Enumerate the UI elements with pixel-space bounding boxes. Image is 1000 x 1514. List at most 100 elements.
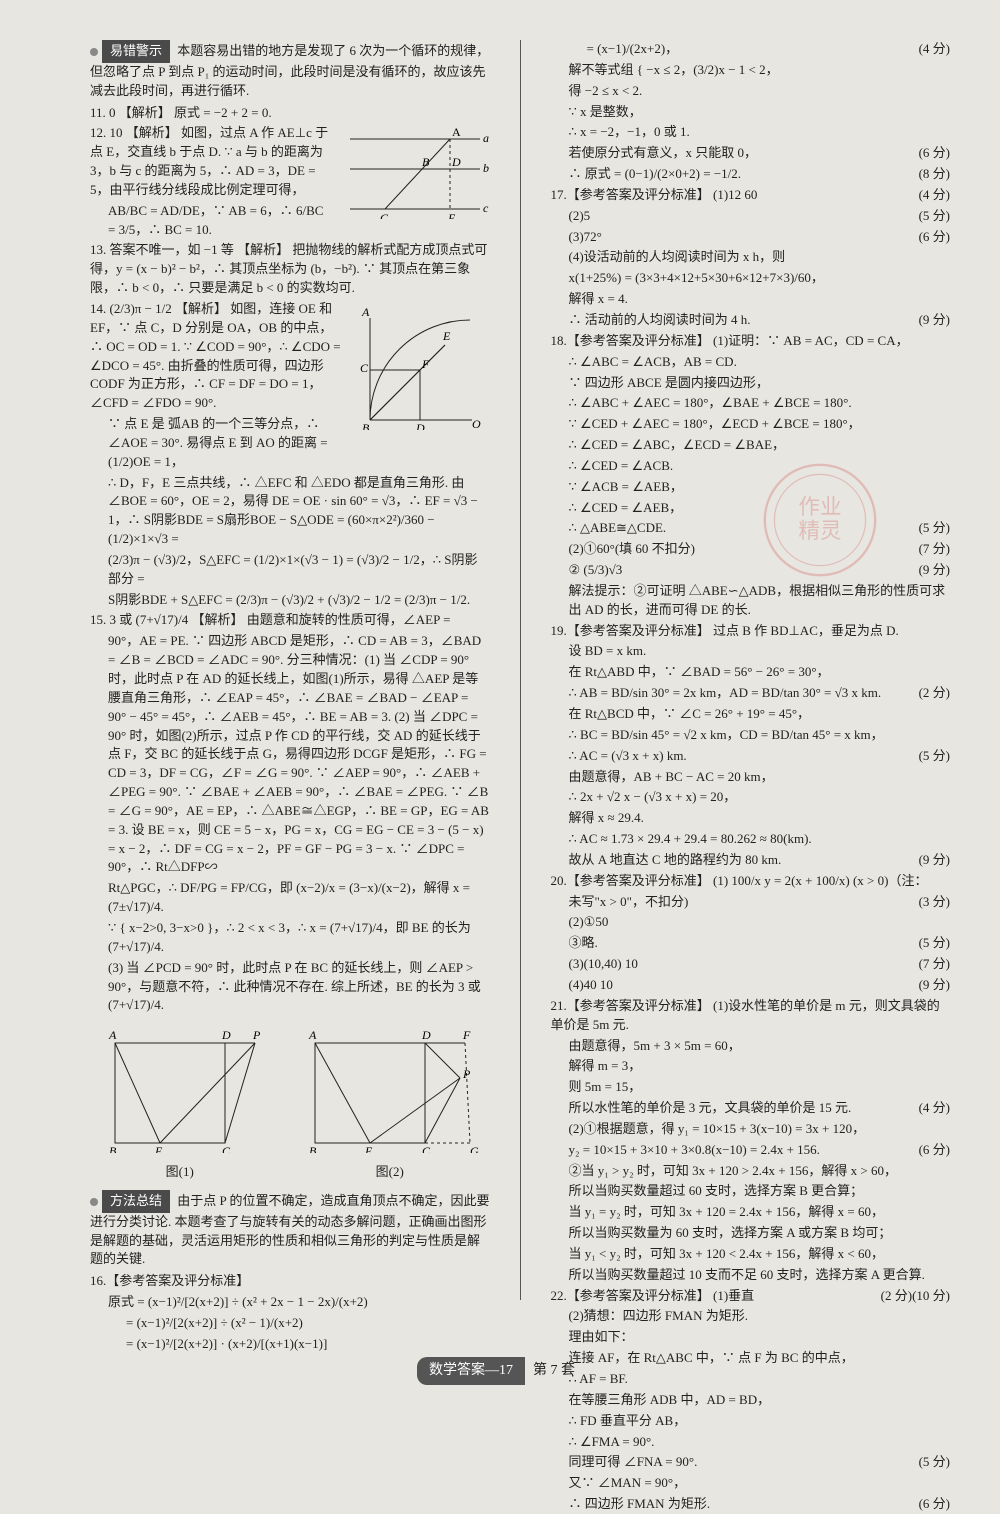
q18-g: ∵ ∠ACB = ∠AEB， [551,478,951,497]
q18-i: ∴ △ABE≅△CDE. [569,520,667,535]
q18-head: 18.【参考答案及评分标准】 (1)证明：∵ AB = AC，CD = CA， [551,332,951,351]
method-badge: 方法总结 [102,1190,170,1213]
q19-j: ∴ AC ≈ 1.73 × 29.4 + 29.4 = 80.262 ≈ 80(… [551,830,951,849]
svg-text:A: A [108,1028,117,1042]
score: (9 分) [919,976,950,995]
svg-text:C: C [360,361,369,375]
score: (6 分) [919,144,950,163]
right-column: = (x−1)/(2x+2)，(4 分) 解不等式组 { −x ≤ 2，(3/2… [551,40,951,1300]
q15-d: ∵ { x−2>0, 3−x>0 }，∴ 2 < x < 3，∴ x = (7+… [90,919,490,957]
q17-2: (2)5 [569,208,591,223]
svg-text:a: a [483,131,489,145]
q16-1: 原式 = (x−1)²/[2(x+2)] ÷ (x² + 2x − 1 − 2x… [90,1293,490,1312]
q15-b: 90°，AE = PE. ∵ 四边形 ABCD 是矩形，∴ CD = AB = … [90,632,490,877]
q17-4c: 解得 x = 4. [551,290,951,309]
q20-a: 未写"x > 0"，不扣分) [569,894,689,909]
q15-a: 15. 3 或 (7+√17)/4 【解析】 由题意和旋转的性质可得，∠AEP … [90,611,490,630]
q22-i: 又∵ ∠MAN = 90°， [551,1474,951,1493]
q22-e: 在等腰三角形 ADB 中，AD = BD， [551,1391,951,1410]
q22-g: ∴ ∠FMA = 90°. [551,1433,951,1452]
q22-a: (2)猜想：四边形 FMAN 为矩形. [551,1307,951,1326]
svg-text:F: F [421,357,430,371]
q16-2: = (x−1)²/[2(x+2)] ÷ (x² − 1)/(x+2) [90,1314,490,1333]
fig-q12: A B D C E a b c [340,124,490,225]
q21-head: 21.【参考答案及评分标准】 (1)设水性笔的单价是 m 元，则文具袋的单价是 … [551,997,951,1035]
q16-6: ∴ 原式 = (0−1)/(2×0+2) = −1/2. [569,166,742,181]
q18-d: ∵ ∠CED + ∠AEC = 180°，∠ECD + ∠BCE = 180°， [551,415,951,434]
score: (4 分) [919,186,950,205]
q13: 13. 答案不唯一，如 −1 等 【解析】 把抛物线的解析式配方成顶点式可得，y… [90,241,490,298]
q19-head: 19.【参考答案及评分标准】 过点 B 作 BD⊥AC，垂足为点 D. [551,622,951,641]
page-footer: 数学答案—17第 7 套 [0,1357,1000,1385]
score: (4 分) [919,40,950,59]
q18-k: ② (5/3)√3 [569,562,623,577]
score: (9 分) [919,311,950,330]
q16-head: 16.【参考答案及评分标准】 [90,1272,490,1291]
q19-i: 解得 x ≈ 29.4. [551,809,951,828]
svg-text:c: c [483,201,489,215]
svg-text:P: P [252,1028,261,1042]
q21-i: 当 y₁ = y₂ 时，可知 3x + 120 = 2.4x + 156，解得 … [551,1203,951,1222]
q21-a: 由题意得，5m + 3 × 5m = 60， [551,1037,951,1056]
q21-d: 所以水性笔的单价是 3 元，文具袋的单价是 15 元. [569,1100,852,1115]
svg-text:A: A [361,305,370,319]
score: (5 分) [919,207,950,226]
svg-text:F: F [462,1028,471,1042]
svg-text:精灵: 精灵 [798,519,841,543]
score: (2 分) [919,684,950,703]
q19-c: ∴ AB = BD/sin 30° = 2x km，AD = BD/tan 30… [569,685,882,700]
q18-j: (2)①60°(填 60 不扣分) [569,541,696,556]
warning-box: 易错警示 本题容易出错的地方是发现了 6 次为一个循环的规律，但忽略了点 P 到… [90,40,490,101]
score: (9 分) [919,851,950,870]
q20-c: ③略. [569,935,598,950]
fig15-2: A D F P B E C G 图(2) [295,1023,485,1182]
q14-d: (2/3)π − (√3)/2，S△EFC = (1/2)×1×(√3 − 1)… [90,551,490,589]
score: (4 分) [919,1099,950,1118]
q20-d: (3)(10,40) 10 [569,956,638,971]
q19-b: 在 Rt△ABD 中，∵ ∠BAD = 56° − 26° = 30°， [551,663,951,682]
q21-g: ②当 y₁ > y₂ 时，可知 3x + 120 > 2.4x + 156，解得… [551,1162,951,1181]
q16-5d: ∴ x = −2，−1，0 或 1. [551,123,951,142]
q11: 11. 0 【解析】 原式 = −2 + 2 = 0. [90,104,490,123]
score: (8 分) [919,165,950,184]
q18-c: ∴ ∠ABC + ∠AEC = 180°，∠BAE + ∠BCE = 180°. [551,394,951,413]
q21-f: y₂ = 10×15 + 3×10 + 3×0.8(x−10) = 2.4x +… [569,1142,820,1157]
q19-a: 设 BD = x km. [551,642,951,661]
q19-k: 故从 A 地直达 C 地的路程约为 80 km. [569,852,782,867]
q16-3: = (x−1)²/[2(x+2)] · (x+2)/[(x+1)(x−1)] [90,1335,490,1354]
footer-right: 第 7 套 [525,1357,583,1385]
svg-text:B: B [362,421,370,430]
svg-text:E: E [154,1144,163,1153]
svg-text:C: C [222,1144,231,1153]
svg-text:P: P [462,1067,471,1081]
score: (5 分) [919,747,950,766]
score: (3 分) [919,893,950,912]
q15-c: Rt△PGC，∴ DF/PG = FP/CG，即 (x−2)/x = (3−x)… [90,879,490,917]
q22-h: 同理可得 ∠FNA = 90°. [569,1454,698,1469]
q21-k: 当 y₁ < y₂ 时，可知 3x + 120 < 2.4x + 156，解得 … [551,1245,951,1264]
q22-b: 理由如下： [551,1328,951,1347]
q20-b: (2)①50 [551,913,951,932]
warning-badge: 易错警示 [102,40,170,63]
svg-text:D: D [221,1028,231,1042]
svg-text:E: E [364,1144,373,1153]
q22-j: ∴ 四边形 FMAN 为矩形. [569,1496,711,1511]
score: (5 分) [919,1453,950,1472]
fig-row-q15: A D P B E C 图(1) [90,1023,490,1182]
score: (10 分) [912,1287,950,1306]
q14-e: S阴影BDE + S△EFC = (2/3)π − (√3)/2 + (√3)/… [90,591,490,610]
column-divider [520,40,521,1300]
svg-text:A: A [308,1028,317,1042]
svg-text:B: B [422,155,430,169]
score: (9 分) [919,561,950,580]
svg-text:B: B [309,1144,317,1153]
q18-h: ∴ ∠CED = ∠AEB， [551,499,951,518]
q19-f: ∴ AC = (√3 x + x) km. [569,748,687,763]
q20-head: 20.【参考答案及评分标准】 (1) 100/x y = 2(x + 100/x… [551,872,951,891]
fig2-label: 图(2) [295,1163,485,1182]
q19-h: ∴ 2x + √2 x − (√3 x + x) = 20， [551,788,951,807]
svg-text:B: B [109,1144,117,1153]
svg-text:O: O [472,417,481,430]
fig1-label: 图(1) [95,1163,265,1182]
svg-text:D: D [415,421,425,430]
